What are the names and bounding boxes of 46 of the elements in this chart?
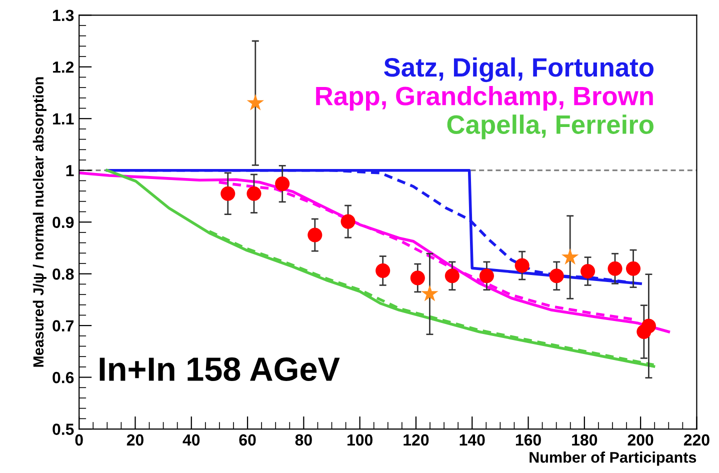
y-tick-label: 1.1 [53, 113, 74, 124]
point [421, 284, 438, 302]
point [561, 248, 579, 265]
point [608, 261, 622, 276]
x-tick-label: 80 [295, 434, 312, 446]
y-axis-title: Measured J/ψ / normal nuclear absorption [32, 77, 46, 367]
y-tick-label: 0.9 [52, 216, 74, 228]
line-series [79, 172, 670, 334]
y-tick-label: 0.7 [52, 320, 74, 332]
text: Rapp, Grandchamp, Brown [316, 86, 653, 111]
point [220, 186, 236, 201]
point [626, 261, 641, 276]
point [641, 318, 656, 334]
point [376, 263, 390, 278]
y-tick-label: 1.2 [53, 62, 74, 73]
x-tick-label: 120 [404, 434, 429, 446]
point [514, 258, 530, 273]
point [410, 270, 425, 286]
point [479, 268, 494, 284]
point [246, 94, 264, 110]
x-tick-label: 100 [348, 434, 372, 446]
y-tick-label: 1.3 [53, 10, 74, 22]
y-tick-label: 0.8 [52, 268, 74, 280]
y-tick-label: 1 [66, 165, 74, 176]
point [340, 214, 356, 229]
x-tick-label: 200 [628, 434, 654, 446]
point [580, 264, 596, 279]
x-tick-label: 20 [126, 434, 144, 446]
point [246, 186, 262, 201]
point [308, 228, 322, 242]
point [444, 268, 460, 284]
x-tick-label: 40 [182, 434, 200, 446]
x-tick-label: 160 [516, 434, 541, 446]
y-tick-label: 0.6 [52, 372, 74, 384]
text: Capella, Ferreiro [447, 114, 654, 140]
y-tick-label: 0.5 [52, 424, 74, 435]
annotation: In+In 158 AGeV [100, 357, 340, 382]
x-tick-label: 220 [684, 434, 710, 446]
x-tick-label: 140 [460, 434, 485, 446]
text: Satz, Digal, Fortunato [384, 57, 654, 82]
x-tick-label: 180 [572, 434, 598, 446]
point [549, 268, 564, 284]
x-axis-title: Number of Participants [530, 452, 696, 466]
x-tick-label: 60 [239, 434, 256, 446]
point [275, 176, 290, 192]
x-tick-label: 0 [75, 434, 83, 446]
